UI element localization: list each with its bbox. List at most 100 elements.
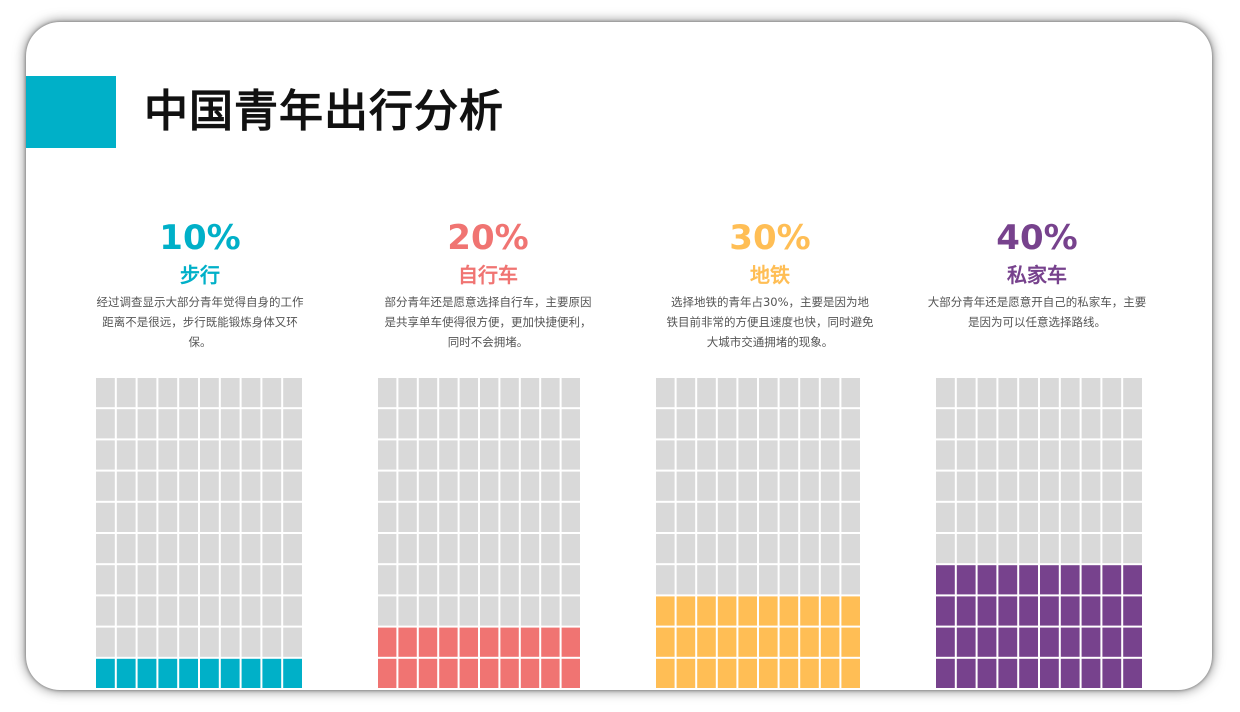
waffle-cell-filled <box>697 658 716 688</box>
waffle-cell-empty <box>439 378 458 408</box>
waffle-cell-empty <box>500 502 519 532</box>
column-private-car: 40% 私家车 大部分青年还是愿意开自己的私家车，主要是因为可以任意选择路线。 <box>922 218 1152 332</box>
waffle-cell-filled <box>779 596 799 626</box>
waffle-cell-filled <box>541 658 560 688</box>
waffle-cell-empty <box>759 502 778 532</box>
waffle-cell-empty <box>96 534 115 564</box>
waffle-cell-filled <box>96 658 115 688</box>
percent-value: 40% <box>996 218 1078 258</box>
waffle-cell-empty <box>759 440 778 470</box>
waffle-cell-empty <box>800 471 819 501</box>
waffle-cell-empty <box>820 471 840 501</box>
waffle-cell-filled <box>1123 565 1142 595</box>
waffle-cell-empty <box>500 471 519 501</box>
waffle-2 <box>378 378 580 688</box>
waffle-cell-filled <box>956 596 976 626</box>
waffle-cell-filled <box>398 658 417 688</box>
waffle-cell-empty <box>841 534 860 564</box>
waffle-cell-empty <box>500 409 519 439</box>
waffle-cell-empty <box>241 440 261 470</box>
waffle-cell-empty <box>200 440 219 470</box>
waffle-cell-empty <box>158 596 178 626</box>
waffle-cell-filled <box>676 596 696 626</box>
waffle-cell-empty <box>116 502 136 532</box>
waffle-cell-empty <box>697 409 716 439</box>
waffle-cell-empty <box>676 409 696 439</box>
waffle-cell-filled <box>561 627 580 657</box>
waffle-cell-empty <box>418 440 438 470</box>
waffle-cell-empty <box>283 596 302 626</box>
waffle-cell-empty <box>561 378 580 408</box>
waffle-cell-empty <box>116 471 136 501</box>
waffle-cell-empty <box>439 471 458 501</box>
waffle-cell-empty <box>378 440 397 470</box>
waffle-cell-empty <box>520 409 540 439</box>
waffle-cell-empty <box>779 409 799 439</box>
waffle-cell-empty <box>378 378 397 408</box>
waffle-cell-filled <box>759 596 778 626</box>
waffle-cell-empty <box>541 378 560 408</box>
waffle-cell-empty <box>779 502 799 532</box>
waffle-cell-empty <box>96 596 115 626</box>
waffle-cell-filled <box>1060 658 1080 688</box>
waffle-cell-empty <box>1019 440 1038 470</box>
waffle-cell-empty <box>116 596 136 626</box>
waffle-cell-filled <box>1040 658 1059 688</box>
waffle-cell-empty <box>96 627 115 657</box>
waffle-cell-empty <box>541 534 560 564</box>
category-description: 经过调查显示大部分青年觉得自身的工作距离不是很远，步行既能锻炼身体又环保。 <box>96 295 304 349</box>
waffle-cell-empty <box>398 534 417 564</box>
category-description: 选择地铁的青年占30%，主要是因为地铁目前非常的方便且速度也快，同时避免大城市交… <box>666 295 874 349</box>
waffle-cell-filled <box>936 596 955 626</box>
waffle-cell-filled <box>1081 565 1101 595</box>
waffle-cell-empty <box>378 502 397 532</box>
waffle-cell-empty <box>998 502 1018 532</box>
waffle-cell-filled <box>418 658 438 688</box>
waffle-cell-empty <box>241 409 261 439</box>
waffle-cell-empty <box>220 378 240 408</box>
waffle-cell-filled <box>956 627 976 657</box>
waffle-cell-empty <box>759 409 778 439</box>
waffle-cell-empty <box>158 627 178 657</box>
waffle-cell-empty <box>398 471 417 501</box>
waffle-cell-empty <box>480 502 499 532</box>
waffle-cell-empty <box>220 596 240 626</box>
waffle-cell-filled <box>439 627 458 657</box>
waffle-cell-empty <box>200 534 219 564</box>
waffle-cell-filled <box>800 596 819 626</box>
column-bicycle: 20% 自行车 部分青年还是愿意选择自行车，主要原因是共享单车使得很方便，更加快… <box>378 218 598 352</box>
waffle-cell-empty <box>520 378 540 408</box>
waffle-cell-filled <box>956 658 976 688</box>
waffle-cell-empty <box>998 534 1018 564</box>
waffle-cell-empty <box>676 378 696 408</box>
waffle-cell-empty <box>439 502 458 532</box>
waffle-cell-empty <box>480 471 499 501</box>
waffle-cell-empty <box>439 409 458 439</box>
waffle-cell-empty <box>998 409 1018 439</box>
waffle-cell-empty <box>738 471 757 501</box>
waffle-cell-empty <box>800 378 819 408</box>
waffle-cell-empty <box>520 596 540 626</box>
waffle-cell-filled <box>998 565 1018 595</box>
waffle-cell-empty <box>759 534 778 564</box>
waffle-cell-empty <box>977 534 997 564</box>
waffle-cell-filled <box>200 658 219 688</box>
waffle-cell-empty <box>459 502 478 532</box>
waffle-chart <box>96 378 1142 688</box>
waffle-cell-empty <box>220 627 240 657</box>
waffle-cell-empty <box>1081 502 1101 532</box>
waffle-cell-empty <box>459 534 478 564</box>
waffle-cell-empty <box>283 378 302 408</box>
waffle-cell-empty <box>656 534 675 564</box>
waffle-cell-empty <box>820 409 840 439</box>
waffle-cell-empty <box>956 502 976 532</box>
waffle-cell-empty <box>283 565 302 595</box>
waffle-cell-empty <box>200 502 219 532</box>
waffle-cell-filled <box>1123 658 1142 688</box>
waffle-cell-empty <box>561 409 580 439</box>
waffle-cell-empty <box>936 440 955 470</box>
waffle-cell-empty <box>200 409 219 439</box>
waffle-cell-empty <box>96 378 115 408</box>
waffle-cell-empty <box>158 409 178 439</box>
waffle-cell-empty <box>1081 378 1101 408</box>
